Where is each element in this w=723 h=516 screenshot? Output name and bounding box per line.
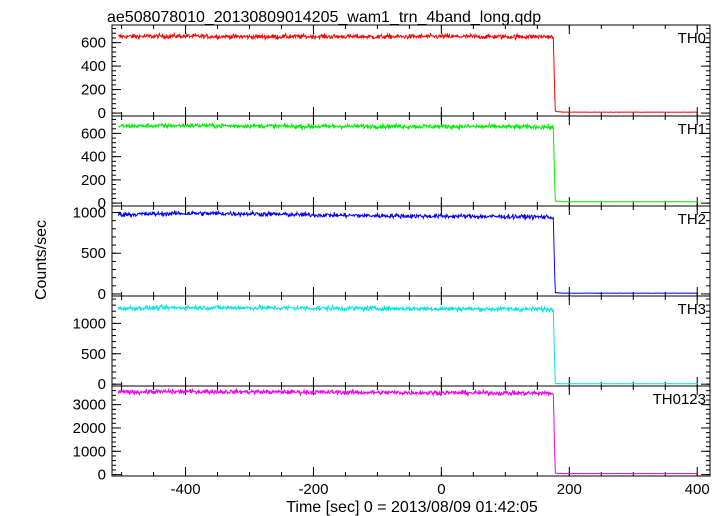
panel-th2: 0 500 1000 TH2	[73, 205, 711, 303]
y-tick-label: 0	[98, 376, 106, 393]
y-tick-label: 200	[81, 172, 106, 189]
panel-label: TH0123	[653, 391, 706, 408]
y-axis-label: Counts/sec	[33, 220, 50, 300]
y-tick-label: 0	[98, 286, 106, 303]
y-tick-label: 600	[81, 35, 106, 52]
y-tick-label: 3000	[73, 397, 106, 414]
series-line-th2	[117, 209, 699, 294]
y-tick-label: 1000	[73, 315, 106, 332]
panel-th0: 0 200 400 600 TH0	[81, 24, 711, 122]
y-tick-label: 1000	[73, 205, 106, 222]
panel-frame	[111, 385, 711, 477]
y-tick-label: 2000	[73, 420, 106, 437]
panel-label: TH1	[678, 121, 706, 138]
x-tick-label: 0	[437, 481, 445, 498]
panel-th1: 0 200 400 600 TH1	[81, 115, 711, 212]
series-line-th0123	[117, 387, 699, 475]
panel-th0123: 0 1000 2000 3000 TH0123	[73, 385, 711, 484]
y-tick-label: 600	[81, 125, 106, 142]
y-tick-label: 400	[81, 58, 106, 75]
panel-label: TH0	[678, 30, 706, 47]
panel-th3: 0 500 1000 TH3	[73, 295, 711, 393]
chart-title: ae508078010_20130809014205_wam1_trn_4ban…	[107, 9, 541, 26]
y-tick-label: 500	[81, 346, 106, 363]
x-tick-label: -200	[298, 481, 328, 498]
y-tick-label: 0	[98, 195, 106, 212]
series-line-th1	[118, 121, 699, 203]
x-tick-label: -400	[171, 481, 201, 498]
panels-group: 0 200 400 600 TH0 0 200 400 600 TH1 0 500 1000 TH2 0 50…	[73, 24, 711, 484]
y-tick-label: 0	[98, 467, 106, 484]
series-line-th0	[118, 31, 699, 113]
panel-label: TH2	[678, 211, 706, 228]
y-tick-label: 200	[81, 82, 106, 99]
y-tick-label: 0	[98, 105, 106, 122]
y-tick-label: 1000	[73, 443, 106, 460]
x-axis-label: Time [sec] 0 = 2013/08/09 01:42:05	[286, 499, 538, 516]
x-tick-label: 200	[557, 481, 582, 498]
panel-label: TH3	[678, 301, 706, 318]
series-line-th3	[117, 303, 699, 385]
panel-frame	[111, 115, 711, 207]
y-tick-label: 500	[81, 245, 106, 262]
x-tick-label: 400	[685, 481, 710, 498]
x-tick-labels: -400 -200 0 200 400	[171, 481, 710, 498]
panel-frame	[111, 205, 711, 297]
y-tick-label: 400	[81, 149, 106, 166]
